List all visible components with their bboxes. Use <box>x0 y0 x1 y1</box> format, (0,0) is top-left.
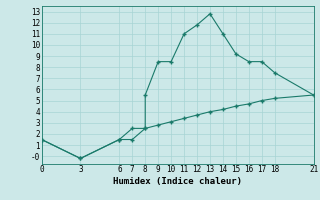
X-axis label: Humidex (Indice chaleur): Humidex (Indice chaleur) <box>113 177 242 186</box>
